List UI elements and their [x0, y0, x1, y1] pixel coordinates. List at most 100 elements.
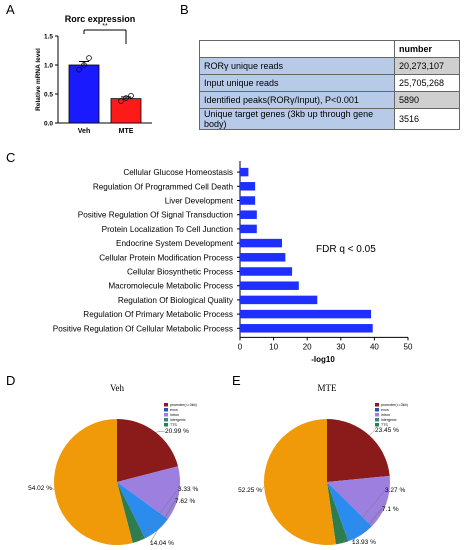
- slice-label-leader: [155, 430, 166, 433]
- y-axis-label: Relative mRNA level: [35, 48, 42, 111]
- x-tick-label: Veh: [78, 128, 90, 135]
- category-label: Protein Localization To Cell Junction: [102, 225, 234, 234]
- y-tick-label: 1.0: [44, 63, 53, 70]
- legend-label: promoter(<=3kb): [170, 403, 197, 407]
- legend-swatch: [375, 413, 379, 417]
- bar: [68, 64, 100, 124]
- legend-swatch: [375, 403, 379, 407]
- slice-label-leader: [369, 429, 376, 436]
- slice-label: 20.99 %: [165, 428, 189, 435]
- slice-label: 7.1 %: [382, 506, 399, 513]
- slice-label: 52.25 %: [238, 487, 262, 494]
- bar: [240, 281, 299, 290]
- table-header-number: number: [394, 40, 460, 58]
- data-point: [81, 62, 87, 68]
- legend-swatch: [164, 403, 168, 407]
- chart-e-title: MTE: [318, 383, 338, 393]
- slice-label: 23.45 %: [375, 427, 399, 434]
- pie-slice: [327, 419, 390, 482]
- y-tick-label: 0.5: [44, 92, 53, 99]
- legend-label: promoter(<=3kb): [381, 403, 408, 407]
- slice-label: 54.02 %: [28, 485, 52, 492]
- table-cell-label: Unique target genes (3kb up through gene…: [199, 108, 395, 130]
- bar: [240, 210, 257, 219]
- bar: [240, 224, 257, 234]
- legend-label: intron: [170, 413, 179, 417]
- y-tick-label: 1.5: [44, 34, 53, 41]
- bar: [240, 267, 293, 276]
- x-tick-label: 10: [269, 342, 278, 351]
- data-point: [76, 66, 82, 73]
- slice-label: 13.93 %: [352, 539, 376, 546]
- legend-label: TTS: [381, 423, 388, 427]
- pie-slice: [264, 419, 336, 545]
- slice-label: 3.33 %: [178, 486, 198, 493]
- chart-a-title: Rorc expression: [65, 14, 136, 24]
- bar: [240, 309, 372, 319]
- slice-label: 3.27 %: [385, 487, 405, 494]
- x-tick-label: 0: [238, 342, 243, 351]
- slice-label-leader: [138, 488, 179, 542]
- table-cell-value: 5890: [394, 91, 460, 109]
- chart-e-mte-pie: MTE 23.45 % 13.93 % 7.1 % 3.27 % 52.25 % prom…: [238, 383, 408, 546]
- legend-label: exon: [170, 408, 178, 412]
- table-cell-label: RORγ unique reads: [199, 57, 395, 75]
- pie-slice: [327, 482, 372, 542]
- bar: [240, 253, 286, 262]
- pie-slice: [117, 419, 179, 482]
- category-label: Positive Regulation Of Signal Transducti…: [78, 211, 234, 220]
- category-label: Endocrine System Development: [116, 239, 234, 248]
- chart-c-xlabel: -log10: [311, 355, 335, 364]
- category-label: Regulation Of Primary Metabolic Process: [83, 310, 233, 319]
- slice-label-leader: [261, 486, 265, 491]
- table-cell-value: 3516: [394, 108, 460, 130]
- panel-label-b: B: [180, 2, 189, 17]
- legend-label: TTS: [170, 423, 177, 427]
- slice-label: 14.04 %: [150, 540, 174, 547]
- legend-swatch: [164, 413, 168, 417]
- bar: [240, 167, 249, 177]
- legend-swatch: [375, 408, 379, 412]
- category-label: Cellular Glucose Homeostasis: [123, 168, 233, 177]
- category-label: Cellular Biosynthetic Process: [127, 268, 233, 277]
- legend-swatch: [164, 418, 168, 422]
- table-row: Unique target genes (3kb up through gene…: [199, 108, 460, 130]
- data-point: [86, 55, 92, 61]
- bar: [240, 238, 282, 248]
- panel-label-c: C: [6, 150, 16, 165]
- panel-label-e: E: [232, 373, 241, 388]
- pie-slice: [117, 482, 168, 539]
- pie-slice: [327, 482, 349, 545]
- slice-label: 7.62 %: [175, 498, 195, 505]
- table-row: RORγ unique reads 20,273,107: [199, 57, 460, 75]
- bar: [240, 196, 256, 205]
- legend-swatch: [375, 418, 379, 422]
- x-tick-label: 30: [336, 342, 345, 351]
- pie-slice: [117, 482, 146, 544]
- legend-swatch: [375, 423, 379, 427]
- legend-label: intergenic: [381, 418, 397, 422]
- x-tick-label: 50: [404, 342, 413, 351]
- slice-label-leader: [157, 500, 176, 531]
- bar: [110, 98, 142, 124]
- stats-table: number RORγ unique reads 20,273,107 Inpu…: [199, 40, 460, 130]
- y-tick-label: 0.0: [44, 121, 53, 128]
- legend-label: intron: [381, 413, 390, 417]
- category-label: Regulation Of Biological Quality: [118, 296, 234, 305]
- panel-label-d: D: [6, 373, 16, 388]
- chart-d-veh-pie: Veh 20.99 % 14.04 % 7.62 % 3.33 % 54.02 % pro…: [28, 383, 198, 547]
- table-cell-value: 25,705,268: [394, 74, 460, 92]
- slice-label-leader: [360, 508, 383, 536]
- legend-swatch: [164, 423, 168, 427]
- significance-label: **: [102, 23, 108, 30]
- data-point: [123, 95, 129, 101]
- category-label: Liver Development: [165, 197, 234, 206]
- pie-slice: [54, 419, 133, 545]
- x-tick-label: MTE: [119, 128, 134, 135]
- panel-label-a: A: [6, 2, 15, 17]
- x-tick-label: 40: [370, 342, 379, 351]
- table-cell-label: Identified peaks(RORγ/Input), P<0.001: [199, 91, 395, 109]
- data-point: [118, 98, 124, 104]
- legend-swatch: [164, 408, 168, 412]
